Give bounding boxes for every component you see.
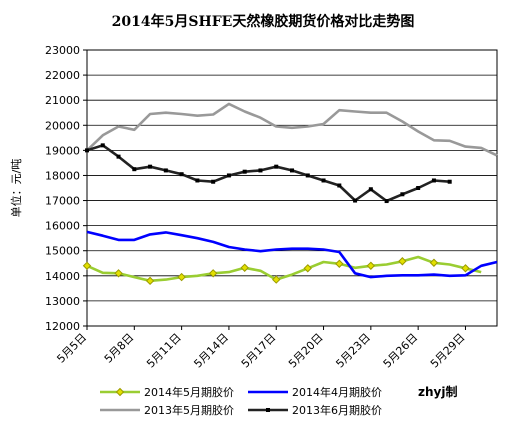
legend-label: 2014年4月期胶价	[292, 385, 382, 399]
data-point	[145, 276, 155, 286]
data-point	[272, 275, 281, 284]
y-tick-label: 14000	[45, 270, 80, 283]
legend-marker	[266, 408, 270, 412]
y-tick-label: 15000	[45, 245, 80, 258]
series-1	[82, 255, 482, 286]
data-point	[85, 148, 89, 153]
data-point	[208, 269, 218, 278]
y-tick-label: 21000	[45, 94, 80, 107]
y-tick-label: 22000	[45, 69, 80, 82]
data-point	[337, 183, 342, 188]
data-point	[431, 178, 436, 183]
chart-title: 2014年5月SHFE天然橡胶期货价格对比走势图	[112, 13, 415, 30]
author-credit: zhyj制	[418, 384, 457, 399]
data-point	[290, 168, 294, 173]
data-point	[447, 179, 452, 184]
series-line	[86, 144, 450, 203]
legend: 2014年5月期胶价 2014年4月期胶价 2013年5月期胶价 2013年6月期胶价	[100, 385, 382, 417]
data-point	[429, 258, 439, 267]
data-point	[132, 167, 137, 172]
data-point	[305, 173, 310, 178]
legend-item: 2014年5月期胶价	[100, 385, 234, 399]
gridlines	[87, 74, 497, 302]
data-point	[226, 173, 231, 178]
legend-marker	[115, 387, 125, 397]
data-point	[366, 261, 376, 270]
y-tick-label: 19000	[45, 144, 80, 157]
data-point	[116, 154, 121, 159]
data-point	[148, 164, 153, 169]
y-tick-label: 17000	[45, 195, 80, 208]
legend-item: 2013年5月期胶价	[100, 403, 234, 417]
data-point	[416, 186, 421, 190]
legend-label: 2014年5月期胶价	[144, 385, 234, 399]
legend-item: 2014年4月期胶价	[248, 385, 382, 399]
data-point	[353, 198, 358, 203]
data-point	[240, 263, 249, 272]
data-point	[163, 168, 168, 173]
data-point	[114, 269, 123, 278]
data-point	[258, 168, 263, 173]
data-point	[384, 199, 389, 204]
series-3	[86, 102, 498, 157]
data-point	[303, 264, 312, 273]
data-point	[211, 179, 216, 184]
series-2	[86, 230, 498, 279]
y-tick-label: 18000	[45, 169, 80, 182]
data-point	[100, 143, 105, 148]
data-point	[274, 164, 279, 169]
y-tick-label: 20000	[45, 119, 80, 132]
data-point	[461, 264, 470, 273]
legend-label: 2013年6月期胶价	[292, 403, 382, 417]
data-point	[335, 259, 344, 268]
y-tick-label: 23000	[45, 44, 80, 57]
data-point	[82, 261, 92, 270]
legend-item: 2013年6月期胶价	[248, 403, 382, 417]
series-line	[86, 102, 498, 157]
series-line	[86, 230, 498, 279]
legend-label: 2013年5月期胶价	[144, 403, 234, 417]
y-tick-label: 13000	[45, 295, 80, 308]
data-point	[321, 178, 326, 183]
data-point	[195, 178, 200, 183]
y-tick-label: 16000	[45, 220, 80, 233]
data-point	[398, 257, 407, 266]
series-group	[82, 102, 498, 286]
y-tick-label: 12000	[45, 320, 80, 333]
data-point	[179, 172, 184, 177]
y-axis-label: 单位：元/吨	[9, 159, 23, 218]
data-point	[177, 272, 186, 282]
data-point	[242, 169, 247, 174]
plot-area-border	[86, 49, 498, 327]
series-4	[85, 143, 452, 204]
data-point	[400, 192, 405, 197]
data-point	[368, 187, 373, 192]
